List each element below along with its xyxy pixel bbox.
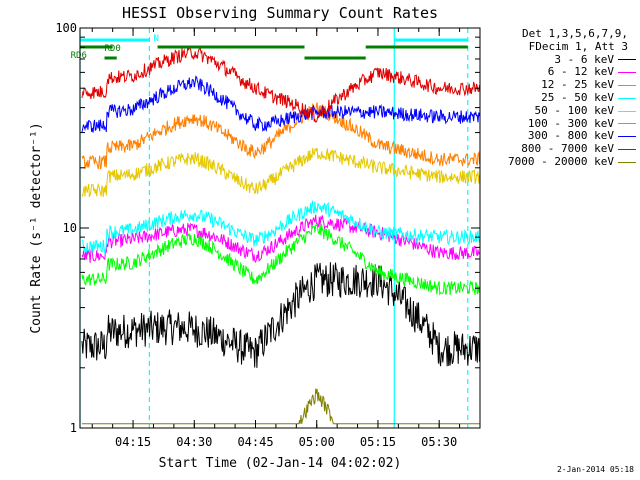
flag-label: RD6	[71, 51, 87, 61]
legend-entry: 800 - 7000 keV	[486, 142, 636, 156]
series-line	[81, 214, 480, 264]
series-line	[81, 200, 480, 255]
x-tick-label: 04:45	[237, 435, 273, 449]
legend-entry-label: 800 - 7000 keV	[521, 142, 614, 156]
x-tick-label: 04:15	[115, 435, 151, 449]
legend-entry-label: 12 - 25 keV	[541, 78, 614, 92]
legend-entry: 300 - 800 keV	[486, 130, 636, 143]
series-line	[81, 75, 480, 133]
legend-entry-label: 300 - 800 keV	[527, 129, 614, 143]
legend-entry: 7000 - 20000 keV	[486, 154, 636, 169]
legend-swatch	[618, 97, 636, 99]
axes: 04:15 04:30 04:45 05:00 05:15 05:30 1 10 100	[55, 21, 481, 449]
legend-swatch	[618, 123, 636, 125]
legend-entry: 100 - 300 keV	[486, 116, 636, 131]
flag-label: RD0	[104, 44, 120, 54]
legend-swatch	[618, 136, 636, 138]
series-line	[81, 222, 480, 296]
legend-swatch	[618, 59, 636, 61]
legend-swatch	[618, 72, 636, 74]
legend-entry: 3 - 6 keV	[486, 52, 636, 67]
legend: Det 1,3,5,6,7,9, FDecim 1, Att 3 3 - 6 k…	[486, 27, 636, 169]
series-line	[81, 102, 480, 170]
y-tick-label: 1	[70, 421, 77, 435]
flag-label: N	[153, 34, 158, 44]
legend-entry-label: 50 - 100 keV	[534, 103, 614, 117]
legend-header-detectors: Det 1,3,5,6,7,9,	[522, 27, 628, 40]
legend-swatch	[618, 149, 636, 151]
series-line	[82, 388, 480, 425]
plot-area: N RD0 RD6	[71, 28, 480, 428]
y-axis-label: Count Rate (s⁻¹ detector⁻¹)	[29, 122, 44, 333]
legend-entry: 12 - 25 keV	[486, 78, 636, 92]
y-tick-label: 100	[55, 21, 77, 35]
legend-entry-label: 6 - 12 keV	[547, 65, 614, 79]
legend-swatch	[618, 85, 636, 87]
legend-entry-label: 25 - 50 keV	[541, 90, 614, 104]
legend-entry: 50 - 100 keV	[486, 103, 636, 118]
legend-entry-label: 3 - 6 keV	[554, 52, 614, 66]
legend-entry: 25 - 50 keV	[486, 90, 636, 105]
x-tick-label: 05:00	[299, 435, 335, 449]
x-tick-label: 05:30	[421, 435, 457, 449]
legend-swatch	[618, 110, 636, 112]
legend-header-attenuator: FDecim 1, Att 3	[528, 39, 628, 53]
y-tick-label: 10	[63, 221, 77, 235]
legend-swatch	[618, 161, 636, 163]
x-axis-label: Start Time (02-Jan-14 04:02:02)	[159, 456, 402, 471]
legend-entries: 3 - 6 keV 6 - 12 keV 12 - 25 keV 25 - 50 ke…	[486, 52, 636, 169]
legend-entry: 6 - 12 keV	[486, 66, 636, 79]
x-tick-label: 04:30	[176, 435, 212, 449]
x-tick-label: 05:15	[360, 435, 396, 449]
series-line	[81, 46, 480, 123]
legend-entry-label: 100 - 300 keV	[527, 116, 614, 130]
legend-entry-label: 7000 - 20000 keV	[508, 154, 614, 168]
chart-title: HESSI Observing Summary Count Rates	[122, 4, 438, 22]
series-line	[81, 147, 480, 198]
footer-date: 2-Jan-2014 05:18	[556, 465, 634, 474]
series-line	[81, 262, 480, 368]
